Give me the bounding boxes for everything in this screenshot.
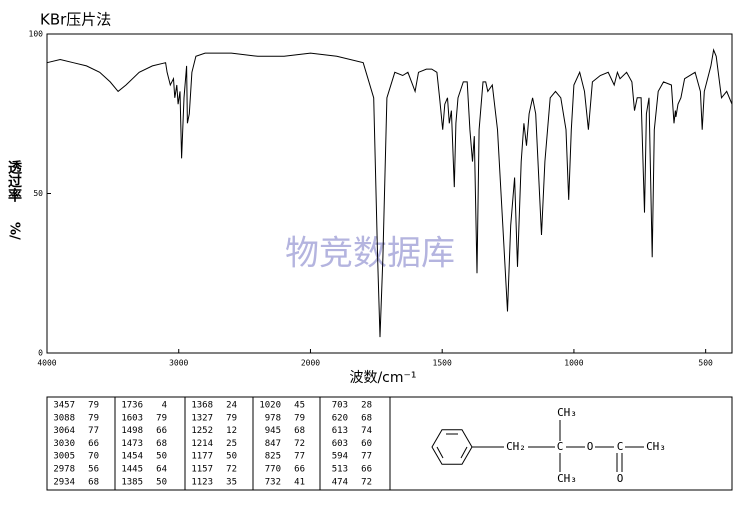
benzene-ring xyxy=(431,429,473,465)
peak-transmittance: 72 xyxy=(226,465,237,475)
peak-wavenumber: 1252 xyxy=(191,426,213,436)
watermark: 物竞数据库 xyxy=(285,234,455,274)
peak-wavenumber: 1454 xyxy=(121,452,143,462)
atom-label: C xyxy=(557,440,564,453)
peak-transmittance: 72 xyxy=(294,439,305,449)
peak-transmittance: 4 xyxy=(162,401,167,411)
peak-transmittance: 12 xyxy=(226,426,237,436)
peak-wavenumber: 3457 xyxy=(53,401,75,411)
peak-transmittance: 45 xyxy=(294,401,305,411)
peak-transmittance: 66 xyxy=(156,426,167,436)
peak-transmittance: 64 xyxy=(156,465,167,475)
atom-label: C xyxy=(617,440,624,453)
peak-wavenumber: 1368 xyxy=(191,401,213,411)
peak-wavenumber: 513 xyxy=(332,465,348,475)
peak-wavenumber: 3005 xyxy=(53,452,75,462)
x-axis-label: 波数/cm⁻¹ xyxy=(349,370,416,386)
peak-transmittance: 74 xyxy=(361,426,372,436)
peak-transmittance: 41 xyxy=(294,477,305,487)
ring-double-bond xyxy=(436,446,444,459)
peak-transmittance: 79 xyxy=(88,401,99,411)
peak-wavenumber: 1385 xyxy=(121,477,143,487)
ring-double-bond xyxy=(460,446,468,459)
peak-transmittance: 28 xyxy=(361,401,372,411)
peak-transmittance: 79 xyxy=(294,413,305,423)
peak-wavenumber: 1736 xyxy=(121,401,143,411)
y-tick-label: 0 xyxy=(38,349,43,358)
peak-wavenumber: 2978 xyxy=(53,465,75,475)
peak-wavenumber: 703 xyxy=(332,401,348,411)
peak-wavenumber: 770 xyxy=(265,465,281,475)
peak-wavenumber: 1327 xyxy=(191,413,213,423)
structure-bonds xyxy=(431,420,644,472)
atom-label: O xyxy=(617,472,624,485)
spectrum-line xyxy=(46,48,733,338)
peak-wavenumber: 3030 xyxy=(53,439,75,449)
atom-label: CH₃ xyxy=(557,472,577,485)
peak-wavenumber: 613 xyxy=(332,426,348,436)
peak-wavenumber: 3064 xyxy=(53,426,75,436)
peak-transmittance: 72 xyxy=(361,477,372,487)
peak-transmittance: 66 xyxy=(294,465,305,475)
x-tick-label: 2000 xyxy=(301,359,320,368)
chart-title: KBr压片法 xyxy=(40,11,111,29)
peak-transmittance: 66 xyxy=(361,465,372,475)
peak-transmittance: 68 xyxy=(88,477,99,487)
peak-wavenumber: 1498 xyxy=(121,426,143,436)
x-tick-label: 3000 xyxy=(169,359,188,368)
peak-wavenumber: 1603 xyxy=(121,413,143,423)
y-tick-label: 100 xyxy=(29,30,44,39)
peak-transmittance: 68 xyxy=(294,426,305,436)
peak-wavenumber: 1157 xyxy=(191,465,213,475)
peak-transmittance: 68 xyxy=(361,413,372,423)
peak-transmittance: 24 xyxy=(226,401,237,411)
peak-transmittance: 50 xyxy=(156,477,167,487)
peak-wavenumber: 1177 xyxy=(191,452,213,462)
atom-label: CH₂ xyxy=(506,440,526,453)
peak-transmittance: 50 xyxy=(226,452,237,462)
peak-wavenumber: 603 xyxy=(332,439,348,449)
peak-wavenumber: 1020 xyxy=(259,401,281,411)
peak-transmittance: 77 xyxy=(88,426,99,436)
peak-wavenumber: 945 xyxy=(265,426,281,436)
peak-wavenumber: 1214 xyxy=(191,439,213,449)
peak-wavenumber: 620 xyxy=(332,413,348,423)
peak-wavenumber: 474 xyxy=(332,477,348,487)
peak-transmittance: 25 xyxy=(226,439,237,449)
x-tick-label: 1000 xyxy=(564,359,583,368)
y-axis-label: 透过率 xyxy=(6,160,22,203)
plot-frame xyxy=(46,33,733,354)
peak-wavenumber: 978 xyxy=(265,413,281,423)
peak-wavenumber: 847 xyxy=(265,439,281,449)
y-tick-label: 50 xyxy=(33,189,43,198)
peak-wavenumber: 2934 xyxy=(53,477,75,487)
atom-label: CH₃ xyxy=(557,406,577,419)
peak-wavenumber: 732 xyxy=(265,477,281,487)
peak-wavenumber: 825 xyxy=(265,452,281,462)
peak-wavenumber: 1473 xyxy=(121,439,143,449)
peak-transmittance: 79 xyxy=(226,413,237,423)
x-tick-label: 500 xyxy=(698,359,713,368)
peak-wavenumber: 1123 xyxy=(191,477,213,487)
peak-wavenumber: 1445 xyxy=(121,465,143,475)
peak-wavenumber: 3088 xyxy=(53,413,75,423)
peak-transmittance: 70 xyxy=(88,452,99,462)
peak-transmittance: 50 xyxy=(156,452,167,462)
peak-transmittance: 35 xyxy=(226,477,237,487)
peak-transmittance: 56 xyxy=(88,465,99,475)
peak-transmittance: 68 xyxy=(156,439,167,449)
y-axis-unit: %/ xyxy=(7,222,22,240)
peak-transmittance: 77 xyxy=(294,452,305,462)
peak-transmittance: 79 xyxy=(156,413,167,423)
peak-transmittance: 79 xyxy=(88,413,99,423)
atom-label: CH₃ xyxy=(646,440,666,453)
peak-wavenumber: 594 xyxy=(332,452,348,462)
peak-transmittance: 60 xyxy=(361,439,372,449)
peak-transmittance: 77 xyxy=(361,452,372,462)
x-tick-label: 4000 xyxy=(37,359,56,368)
atom-label: O xyxy=(587,440,594,453)
peak-transmittance: 66 xyxy=(88,439,99,449)
x-tick-label: 1500 xyxy=(433,359,452,368)
